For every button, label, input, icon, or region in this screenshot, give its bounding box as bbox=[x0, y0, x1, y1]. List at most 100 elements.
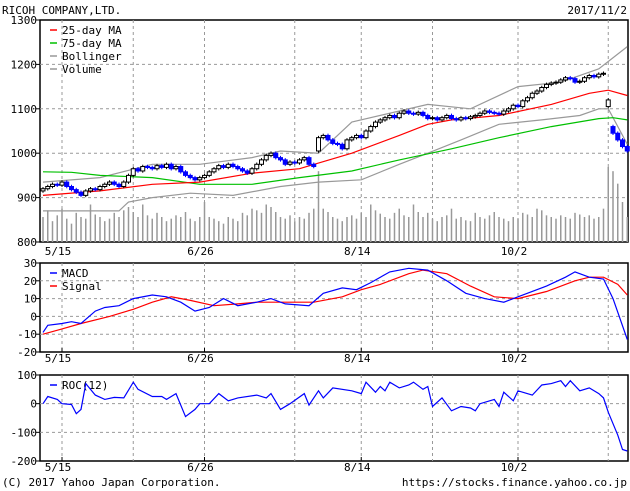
candle-body bbox=[624, 146, 630, 152]
candle-body bbox=[130, 168, 136, 176]
y-tick-label: 0 bbox=[30, 310, 37, 323]
candle-body bbox=[477, 112, 483, 116]
candle-body bbox=[249, 168, 255, 174]
candle-body bbox=[59, 181, 65, 186]
legend-label: 75-day MA bbox=[62, 37, 122, 50]
candle-body bbox=[577, 80, 583, 83]
candle-body bbox=[102, 183, 108, 187]
candle-body bbox=[434, 117, 440, 121]
copyright: (C) 2017 Yahoo Japan Corporation. bbox=[2, 476, 221, 489]
candle-body bbox=[192, 177, 198, 181]
candle-body bbox=[487, 110, 492, 113]
candle-body bbox=[111, 181, 117, 185]
y-tick-label: 900 bbox=[17, 192, 37, 205]
candle-body bbox=[539, 86, 545, 92]
y-tick-label: -200 bbox=[11, 455, 38, 468]
candle-body bbox=[282, 159, 288, 165]
candle-body bbox=[320, 134, 326, 139]
legend-label: 25-day MA bbox=[62, 24, 122, 37]
candle-body bbox=[73, 189, 79, 193]
x-tick-label: 6/26 bbox=[187, 352, 214, 365]
candle-body bbox=[349, 137, 355, 141]
candle-body bbox=[501, 110, 507, 115]
legend-label: Bollinger bbox=[62, 50, 122, 63]
candle-body bbox=[126, 174, 131, 183]
candle-body bbox=[88, 188, 93, 192]
candle-body bbox=[50, 183, 55, 187]
candle-body bbox=[116, 183, 122, 187]
candle-body bbox=[591, 75, 597, 78]
candle-body bbox=[92, 188, 98, 191]
ma25-line bbox=[42, 89, 628, 196]
candle-body bbox=[335, 142, 340, 145]
x-tick-label: 10/2 bbox=[501, 352, 528, 365]
x-tick-label: 10/2 bbox=[501, 245, 528, 258]
candle-body bbox=[78, 191, 84, 196]
candle-body bbox=[444, 114, 450, 119]
y-tick-label: 1000 bbox=[11, 147, 38, 160]
candle-body bbox=[216, 165, 222, 170]
bollinger-lower-line bbox=[43, 108, 628, 212]
candle-body bbox=[363, 130, 369, 139]
candle-body bbox=[263, 154, 269, 161]
y-tick-label: 10 bbox=[24, 293, 37, 306]
candle-body bbox=[596, 73, 602, 78]
x-tick-label: 8/14 bbox=[344, 461, 371, 474]
candle-body bbox=[567, 77, 573, 80]
candle-body bbox=[287, 161, 293, 165]
candle-body bbox=[401, 110, 407, 114]
candle-body bbox=[491, 111, 497, 114]
candle-body bbox=[553, 81, 559, 84]
candle-body bbox=[529, 92, 535, 99]
candle-body bbox=[235, 166, 241, 170]
candle-body bbox=[259, 159, 264, 165]
legend-label: Signal bbox=[62, 280, 102, 293]
candle-body bbox=[430, 117, 435, 120]
candle-body bbox=[586, 75, 592, 79]
candle-body bbox=[183, 171, 188, 176]
candle-body bbox=[520, 100, 526, 108]
candle-body bbox=[382, 117, 388, 121]
source-link[interactable]: https://stocks.finance.yahoo.co.jp bbox=[402, 476, 627, 489]
x-tick-label: 8/14 bbox=[344, 245, 371, 258]
candle-body bbox=[368, 126, 374, 132]
candle-body bbox=[273, 152, 279, 159]
candle-body bbox=[297, 159, 302, 164]
candle-body bbox=[292, 161, 298, 164]
candle-body bbox=[140, 166, 146, 172]
candle-body bbox=[463, 117, 469, 120]
y-tick-label: 20 bbox=[24, 275, 37, 288]
candle-body bbox=[54, 183, 60, 186]
candle-body bbox=[301, 157, 307, 161]
candle-body bbox=[610, 126, 616, 134]
candle-body bbox=[154, 165, 160, 170]
candle-body bbox=[620, 139, 625, 148]
candle-body bbox=[278, 157, 283, 161]
candle-body bbox=[197, 177, 203, 181]
candle-body bbox=[311, 163, 317, 168]
price-panel: 1300 1200 1100 1000 900 800 5/15 6/26 8/14 10/2 25… bbox=[11, 14, 630, 258]
candle-body bbox=[449, 114, 454, 120]
candle-body bbox=[354, 134, 359, 139]
candle-body bbox=[268, 152, 274, 156]
candle-body bbox=[325, 134, 331, 141]
candle-body bbox=[149, 166, 155, 170]
x-tick-label: 8/14 bbox=[344, 352, 371, 365]
company-title: RICOH COMPANY,LTD. bbox=[2, 4, 121, 17]
candle-body bbox=[316, 137, 321, 152]
candle-body bbox=[510, 104, 516, 110]
candle-body bbox=[221, 165, 226, 168]
candle-body bbox=[605, 99, 611, 108]
y-tick-label: -10 bbox=[17, 328, 37, 341]
chart-date: 2017/11/2 bbox=[567, 4, 627, 17]
candle-body bbox=[496, 112, 502, 115]
candle-body bbox=[482, 110, 488, 114]
candle-body bbox=[244, 170, 250, 174]
x-tick-label: 6/26 bbox=[187, 461, 214, 474]
y-tick-label: -20 bbox=[17, 346, 37, 359]
candle-body bbox=[582, 77, 587, 82]
signal-line bbox=[42, 269, 628, 335]
candle-body bbox=[121, 181, 127, 187]
candle-body bbox=[572, 78, 578, 83]
